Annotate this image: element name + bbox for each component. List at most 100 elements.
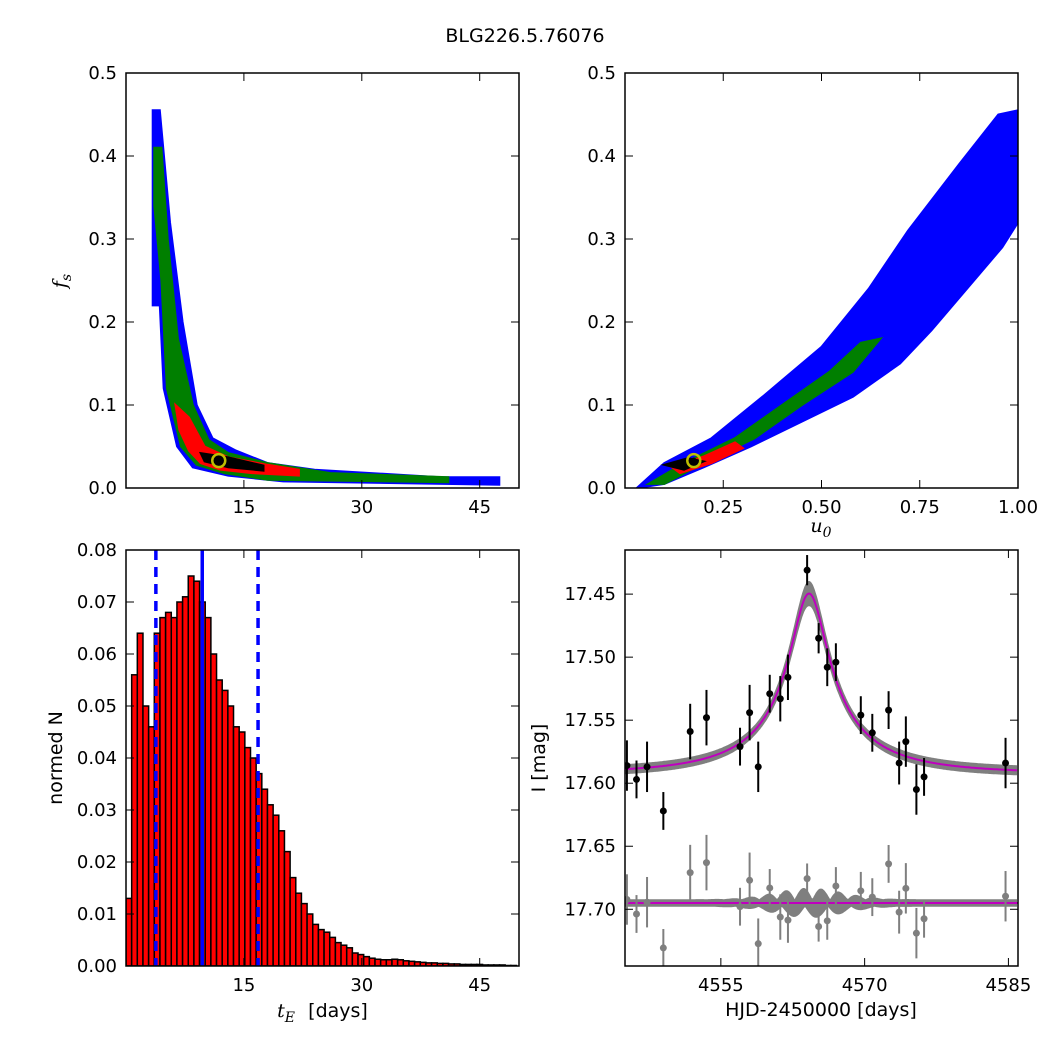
y-tick-label: 17.70	[564, 899, 616, 920]
y-tick-label: 0.07	[77, 592, 117, 613]
residual-point	[857, 887, 865, 895]
residual-point	[746, 876, 754, 884]
bar	[278, 830, 286, 966]
bar	[334, 941, 342, 966]
bar	[306, 913, 314, 966]
bar	[328, 936, 337, 966]
data-point	[895, 759, 903, 767]
residual-point	[823, 917, 831, 925]
residual-point	[659, 944, 667, 952]
x-tick-label: 45	[468, 975, 491, 996]
bar	[170, 616, 178, 966]
bar	[204, 616, 212, 966]
heatmap	[151, 109, 501, 486]
bar	[187, 575, 195, 966]
data-point	[832, 658, 840, 666]
bar	[136, 632, 144, 966]
x-tick-label: 0.50	[801, 497, 841, 518]
bar	[289, 876, 297, 966]
bar	[261, 788, 269, 966]
bar	[164, 611, 173, 966]
y-tick-label: 17.60	[564, 773, 616, 794]
bar	[396, 959, 405, 966]
bar	[238, 731, 246, 966]
bar	[402, 960, 410, 966]
data-point	[823, 663, 831, 671]
y-tick-label: 0.5	[88, 63, 117, 84]
residual-point	[702, 859, 710, 867]
bar	[368, 957, 376, 966]
residual-point	[895, 908, 903, 916]
x-tick-label: 45	[468, 497, 491, 518]
data-point	[920, 773, 928, 781]
bar	[391, 958, 399, 966]
data-point	[902, 738, 910, 746]
y-axis-label: fs	[49, 274, 75, 290]
bar	[244, 746, 252, 966]
x-tick-label: 15	[232, 497, 255, 518]
best-fit-center	[215, 457, 222, 464]
y-tick-label: 0.04	[77, 748, 117, 769]
data-point	[857, 711, 865, 719]
x-tick-label: 4585	[986, 975, 1032, 996]
region-best	[198, 451, 265, 472]
x-axis-label: tE	[277, 1000, 295, 1026]
bar	[351, 952, 359, 966]
data-point	[746, 709, 754, 717]
axes-frame	[624, 549, 1019, 967]
bar	[379, 959, 388, 966]
y-tick-label: 0.0	[88, 478, 117, 499]
bar	[340, 944, 348, 966]
bar	[176, 601, 184, 966]
y-tick-label: 0.02	[77, 852, 117, 873]
panel-tE_hist: 15 30 45 0.00 0.01 0.02 0.03 0.04 0.05 0.06 0.07 0.…	[45, 540, 520, 1026]
data-point	[625, 762, 631, 770]
y-tick-label: 0.08	[77, 540, 117, 561]
y-tick-label: 0.3	[587, 229, 616, 250]
panel-fs_vs_tE: 15 30 45 0.0 0.1 0.2 0.3 0.4 0.5 fs	[49, 63, 520, 518]
bar	[385, 959, 393, 966]
x-tick-label: 30	[350, 975, 373, 996]
bar	[295, 892, 303, 966]
model-band	[625, 580, 1017, 776]
residual-point	[633, 910, 641, 918]
y-tick-label: 0.2	[587, 312, 616, 333]
residual-point	[736, 903, 744, 911]
bar	[300, 902, 308, 966]
data-point	[868, 729, 876, 737]
y-tick-label: 0.05	[77, 696, 117, 717]
bar	[227, 705, 235, 966]
data-point	[912, 786, 920, 794]
best-fit-center	[690, 457, 697, 464]
data-point	[766, 690, 774, 698]
bar	[255, 772, 263, 966]
residual-point	[902, 884, 910, 892]
y-tick-label: 0.1	[587, 395, 616, 416]
data-point	[784, 673, 792, 681]
x-axis-label: u0	[810, 515, 831, 541]
best-fit-marker	[686, 452, 702, 469]
y-axis-label: I [mag]	[528, 724, 550, 793]
bar	[126, 897, 133, 966]
y-tick-label: 0.03	[77, 800, 117, 821]
data-point	[1002, 759, 1010, 767]
residual-point	[868, 893, 876, 901]
x-tick-label: 4570	[842, 975, 888, 996]
residual-point	[766, 884, 774, 892]
x-axis-label: HJD-2450000 [days]	[725, 999, 917, 1021]
region-3sigma	[151, 109, 501, 486]
bars	[126, 550, 518, 966]
y-tick-label: 0.06	[77, 644, 117, 665]
x-tick-label: 30	[350, 497, 373, 518]
residual-point	[885, 860, 893, 868]
residual-point	[686, 869, 694, 877]
residual-point	[832, 882, 840, 890]
data-point	[686, 728, 694, 736]
residual-point	[920, 915, 928, 923]
bar	[272, 814, 280, 966]
heatmap	[635, 109, 1018, 488]
y-tick-label: 17.55	[564, 710, 616, 731]
bar	[345, 947, 354, 966]
region-3sigma	[635, 109, 1018, 488]
